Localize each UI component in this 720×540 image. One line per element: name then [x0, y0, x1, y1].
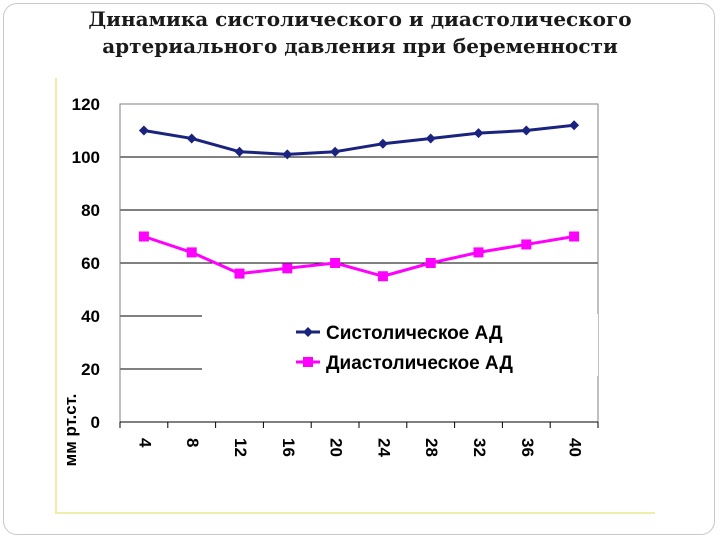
series-2-point-16 — [282, 263, 293, 274]
series-1-point-36 — [521, 125, 532, 136]
series-1-point-16 — [282, 149, 293, 160]
y-tick-label-0: 0 — [91, 413, 100, 432]
series-1-point-4 — [138, 125, 149, 136]
legend-label-2: Диастолическое АД — [326, 353, 513, 374]
series-1-point-32 — [473, 128, 484, 139]
legend-label-1: Систолическое АД — [326, 323, 503, 344]
legend-marker-1 — [303, 327, 313, 337]
series-1-point-12 — [234, 146, 245, 157]
series-1-point-20 — [330, 146, 341, 157]
legend-box — [202, 314, 598, 376]
series-1-point-24 — [377, 138, 388, 149]
series-line-1 — [143, 123, 575, 156]
x-tick-label-28: 28 — [422, 438, 441, 457]
series-1-point-40 — [569, 120, 580, 131]
x-tick-label-12: 12 — [231, 438, 250, 457]
series-2-point-28 — [425, 258, 436, 268]
y-axis-title: мм рт.ст. — [61, 394, 80, 467]
y-tick-label-20: 20 — [81, 360, 100, 379]
plot-area-frame — [55, 78, 655, 514]
series-2-point-12 — [234, 268, 245, 279]
x-tick-label-40: 40 — [566, 438, 585, 457]
series-2-point-32 — [473, 247, 484, 258]
series-2-point-20 — [330, 258, 341, 268]
y-tick-label-100: 100 — [72, 148, 100, 167]
x-tick-label-16: 16 — [279, 438, 298, 457]
y-tick-label-80: 80 — [81, 201, 100, 220]
series-1-point-28 — [425, 133, 436, 144]
series-2-point-4 — [138, 231, 149, 242]
chart-title-line2: артериального давления при беременности — [102, 34, 618, 58]
x-tick-label-20: 20 — [327, 438, 346, 457]
x-tick-label-36: 36 — [518, 438, 537, 457]
series-line-2 — [143, 235, 575, 278]
chart-title: Динамика систолического и диастолическог… — [60, 6, 660, 60]
series-1-point-8 — [186, 133, 197, 144]
y-tick-label-40: 40 — [81, 307, 100, 326]
y-tick-label-120: 120 — [72, 95, 100, 114]
legend-marker-2 — [303, 357, 313, 367]
x-tick-label-24: 24 — [374, 438, 393, 457]
series-2-point-24 — [377, 271, 388, 282]
chart-title-line1: Динамика систолического и диастолическог… — [88, 7, 632, 31]
series-2-point-36 — [521, 239, 532, 250]
y-tick-label-60: 60 — [81, 254, 100, 273]
x-tick-label-4: 4 — [135, 438, 154, 448]
x-tick-label-8: 8 — [183, 438, 202, 447]
x-tick-label-32: 32 — [470, 438, 489, 457]
series-2-point-8 — [186, 247, 197, 258]
series-2-point-40 — [569, 231, 580, 242]
